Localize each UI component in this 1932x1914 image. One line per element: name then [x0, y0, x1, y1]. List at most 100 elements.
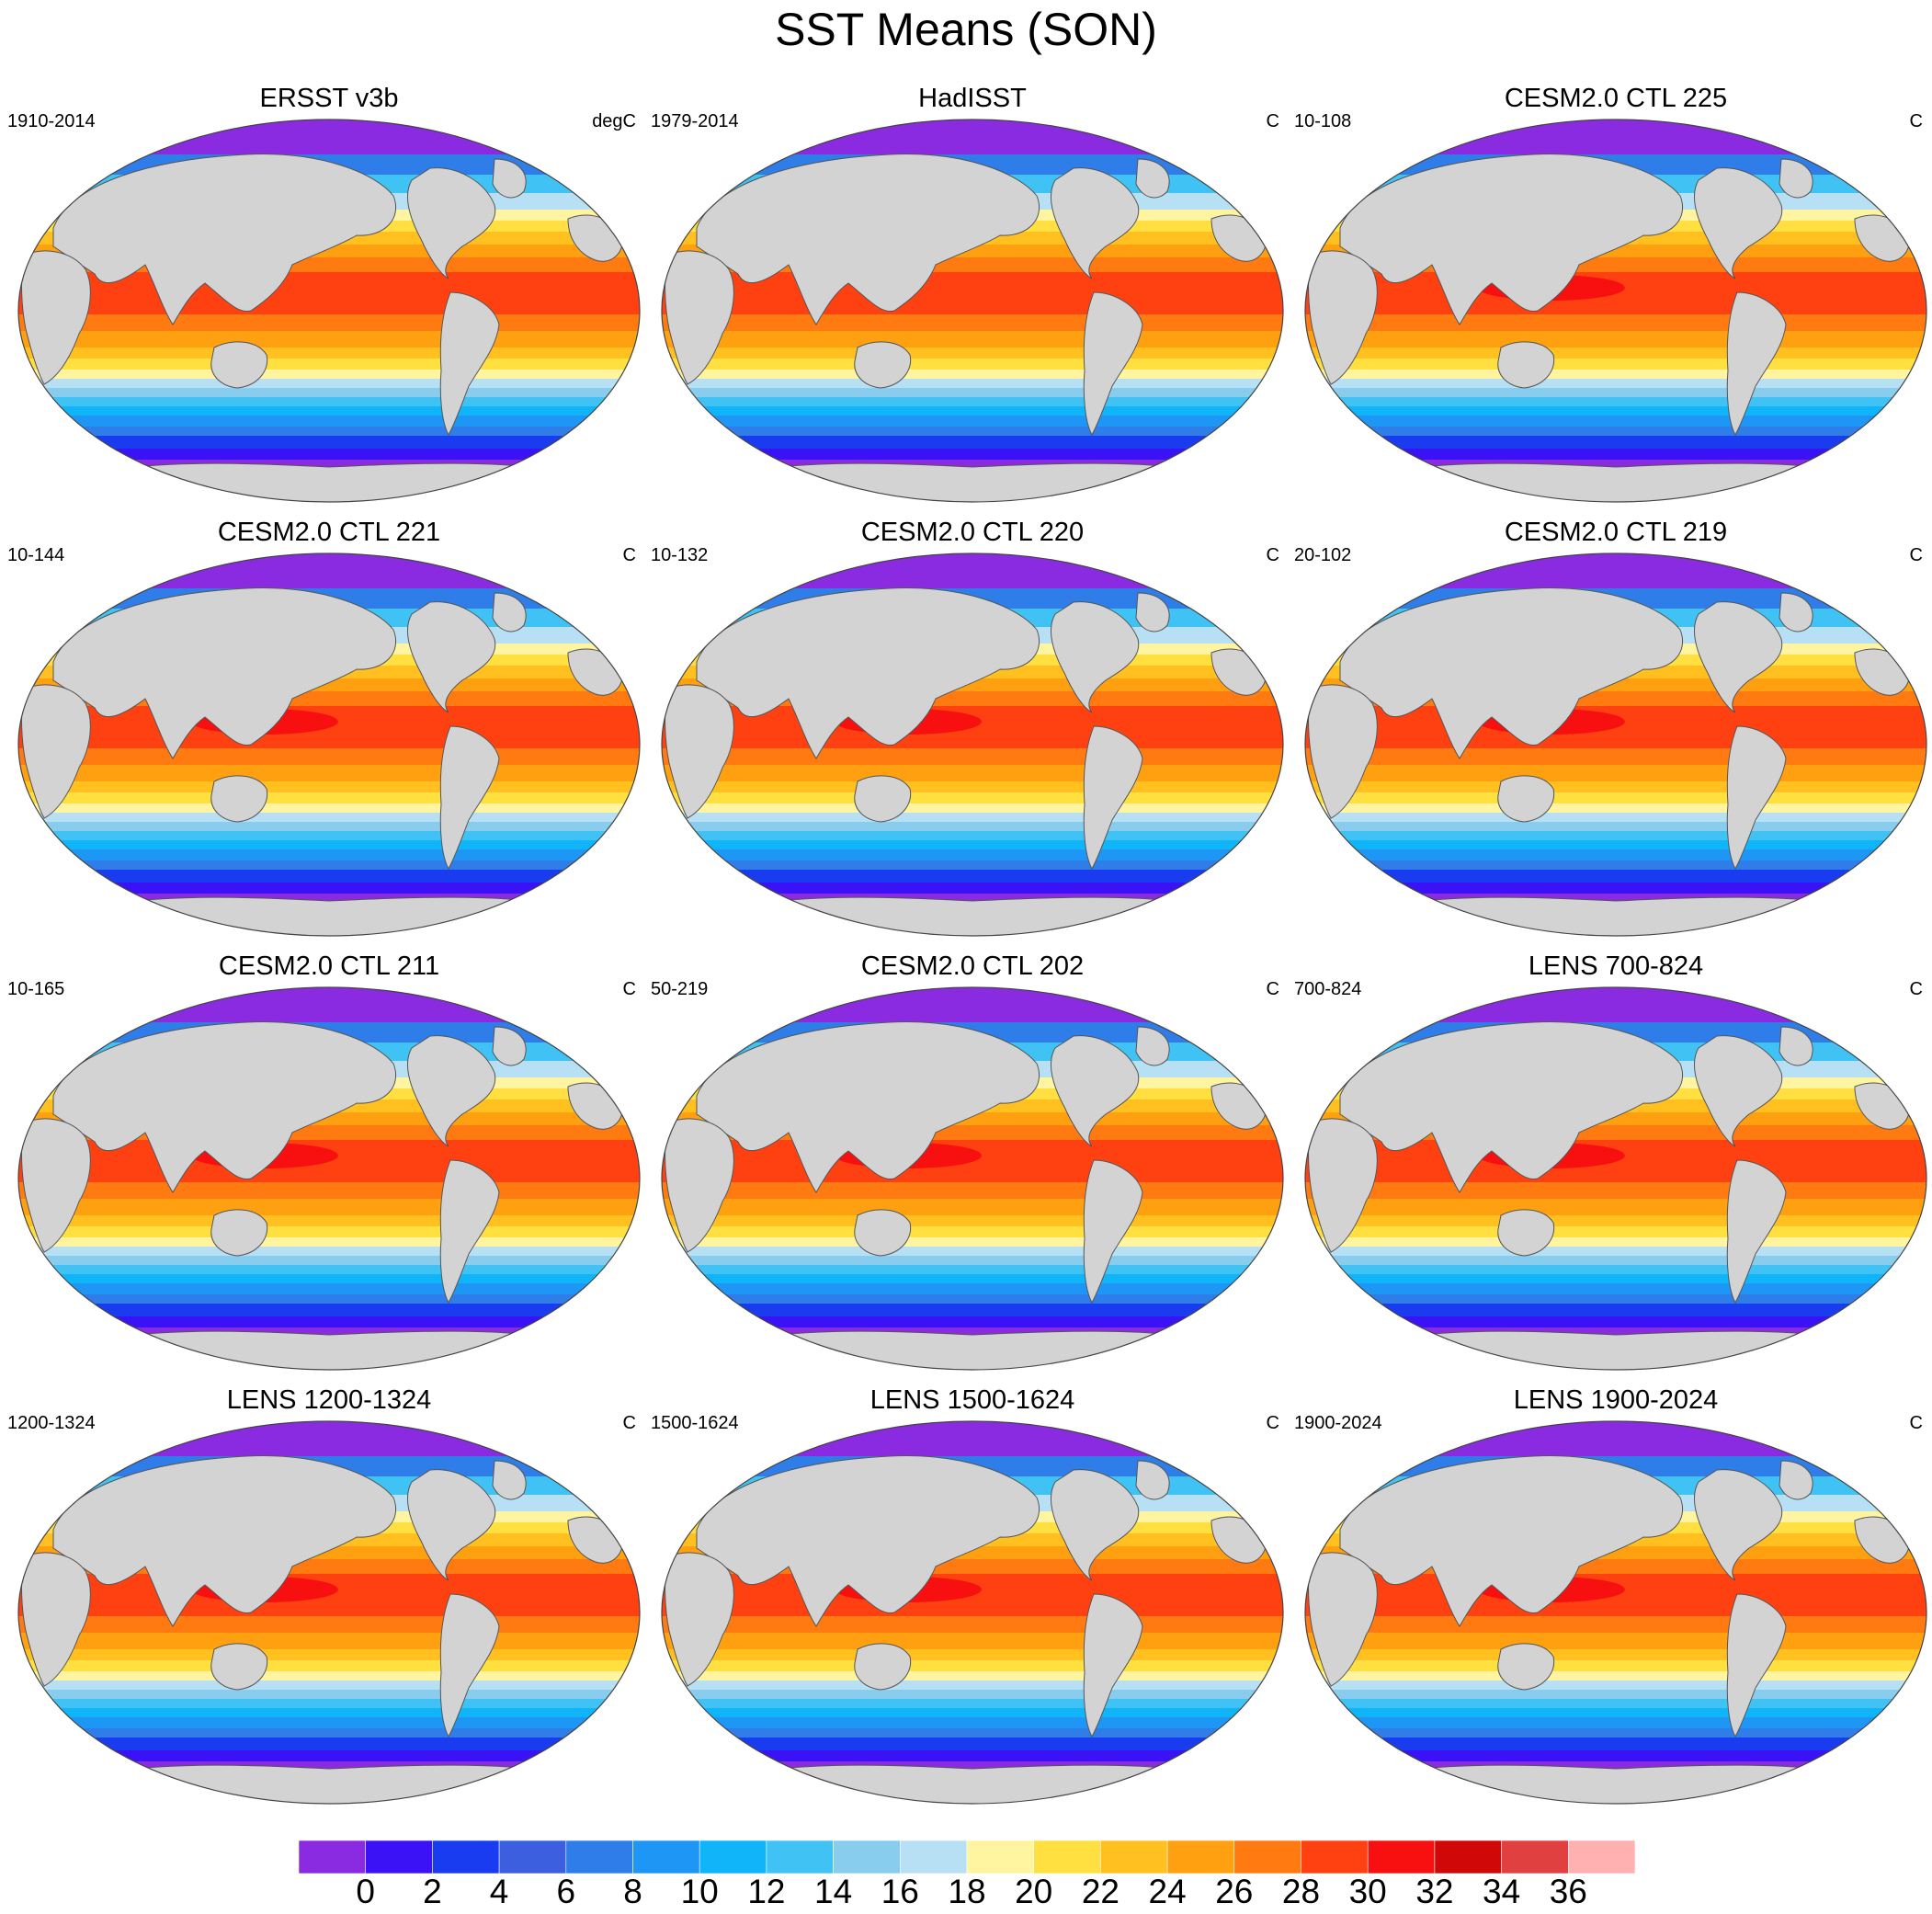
sst-map [1304, 119, 1927, 503]
sst-contour-band [1305, 388, 1926, 397]
colorbar-tick-label: 4 [489, 1873, 509, 1910]
sst-contour-band [1305, 1708, 1926, 1717]
africa-landmass [21, 684, 91, 819]
sst-contour-band [662, 870, 1283, 883]
colorbar-swatch [833, 1840, 901, 1874]
eurasia-landmass [52, 1021, 397, 1193]
sst-contour-band [662, 1294, 1283, 1304]
sst-contour-band [662, 1421, 1283, 1456]
panel-period-label: 10-132 [651, 545, 709, 565]
sst-contour-band [662, 1283, 1283, 1294]
sst-contour-band [1305, 870, 1926, 883]
sst-contour-band [18, 813, 640, 822]
eurasia-landmass [696, 1021, 1040, 1193]
australia-landmass [210, 1209, 268, 1257]
eurasia-landmass [52, 587, 397, 759]
map-panel: LENS 1500-1624 1500-1624 C [651, 1384, 1294, 1806]
north-america-landmass [406, 1035, 496, 1147]
africa-landmass [665, 250, 734, 385]
sst-contour-band [662, 1182, 1283, 1199]
sst-contour-band [662, 1616, 1283, 1633]
sst-contour-band [1305, 883, 1926, 894]
map-panel: HadISST 1979-2014 C [651, 83, 1294, 504]
sst-contour-band [1305, 331, 1926, 347]
sst-contour-band [18, 1421, 640, 1456]
colorbar-swatch [1367, 1840, 1436, 1874]
sst-contour-band [18, 1247, 640, 1256]
south-america-landmass [1726, 1159, 1787, 1304]
greenland-landmass [1135, 1026, 1170, 1066]
sst-contour-band [662, 1649, 1283, 1660]
figure-title: SST Means (SON) [775, 4, 1157, 55]
sst-contour-band [18, 120, 640, 154]
sst-map [661, 1420, 1284, 1805]
north-america-landmass [1693, 601, 1783, 713]
africa-landmass [1308, 1118, 1378, 1253]
colorbar-swatch [365, 1840, 433, 1874]
eurasia-landmass [1339, 1021, 1684, 1193]
sst-contour-band [662, 397, 1283, 406]
eurasia-landmass [696, 1455, 1040, 1627]
south-america-landmass [1083, 725, 1143, 871]
colorbar-tick-label: 24 [1148, 1873, 1187, 1910]
sst-contour-band [18, 1294, 640, 1304]
sst-map [17, 119, 641, 503]
sst-contour-band [1305, 748, 1926, 765]
north-america-landmass [1050, 1469, 1140, 1581]
map-boundary [661, 986, 1284, 1371]
sst-contour-band [1305, 813, 1926, 822]
colorbar-swatch [498, 1840, 567, 1874]
sst-contour-band [662, 1690, 1283, 1699]
sst-contour-band [18, 1649, 640, 1660]
antarctica-landmass [1384, 1764, 1856, 1804]
sst-contour-band [1305, 1750, 1926, 1761]
sst-contour-band [1305, 359, 1926, 370]
panel-units-label: C [622, 1413, 636, 1433]
sst-contour-band [18, 449, 640, 460]
map-panel: CESM2.0 CTL 220 10-132 C [651, 517, 1294, 938]
sst-contour-band [662, 1247, 1283, 1256]
sst-contour-band [662, 1226, 1283, 1237]
colorbar-tick-label: 6 [556, 1873, 576, 1910]
sst-contour-band [662, 849, 1283, 860]
sst-contour-band [662, 359, 1283, 370]
australia-landmass [854, 1643, 912, 1691]
sst-contour-band [18, 436, 640, 449]
sst-map [17, 553, 641, 937]
sst-map [17, 986, 641, 1371]
sst-contour-band [1305, 1421, 1926, 1456]
sst-contour-band [662, 331, 1283, 347]
sst-map [1304, 553, 1927, 937]
sst-contour-band [1305, 314, 1926, 331]
panel-period-label: 1900-2024 [1294, 1413, 1382, 1433]
sst-contour-band [1305, 436, 1926, 449]
sst-contour-band [18, 1616, 640, 1633]
sst-contour-band [18, 1699, 640, 1708]
sst-contour-band [18, 359, 640, 370]
africa-landmass [665, 1118, 734, 1253]
sst-contour-band [662, 1256, 1283, 1265]
sst-contour-band [18, 388, 640, 397]
antarctica-landmass [741, 1330, 1212, 1370]
panel-units-label: C [1909, 111, 1923, 131]
south-america-landmass [439, 1159, 500, 1304]
sst-contour-band [1305, 792, 1926, 803]
colorbar-swatch [565, 1840, 633, 1874]
sst-contour-band [662, 803, 1283, 813]
sst-contour-band [1305, 1633, 1926, 1649]
panel-period-label: 10-165 [7, 979, 65, 999]
africa-landmass [21, 1118, 91, 1253]
sst-contour-band [1305, 1274, 1926, 1283]
greenland-landmass [1135, 1460, 1170, 1500]
sst-contour-band [18, 803, 640, 813]
sst-contour-band [18, 1708, 640, 1717]
map-panel: CESM2.0 CTL 219 20-102 C [1294, 517, 1932, 938]
greenland-landmass [492, 1460, 527, 1500]
sst-contour-band [1305, 1316, 1926, 1327]
sst-contour-band [18, 1680, 640, 1690]
colorbar-swatch [299, 1840, 366, 1874]
sst-contour-band [18, 1237, 640, 1247]
sst-contour-band [18, 1304, 640, 1316]
map-panel: CESM2.0 CTL 202 50-219 C [651, 951, 1294, 1372]
greenland-landmass [1779, 1460, 1813, 1500]
